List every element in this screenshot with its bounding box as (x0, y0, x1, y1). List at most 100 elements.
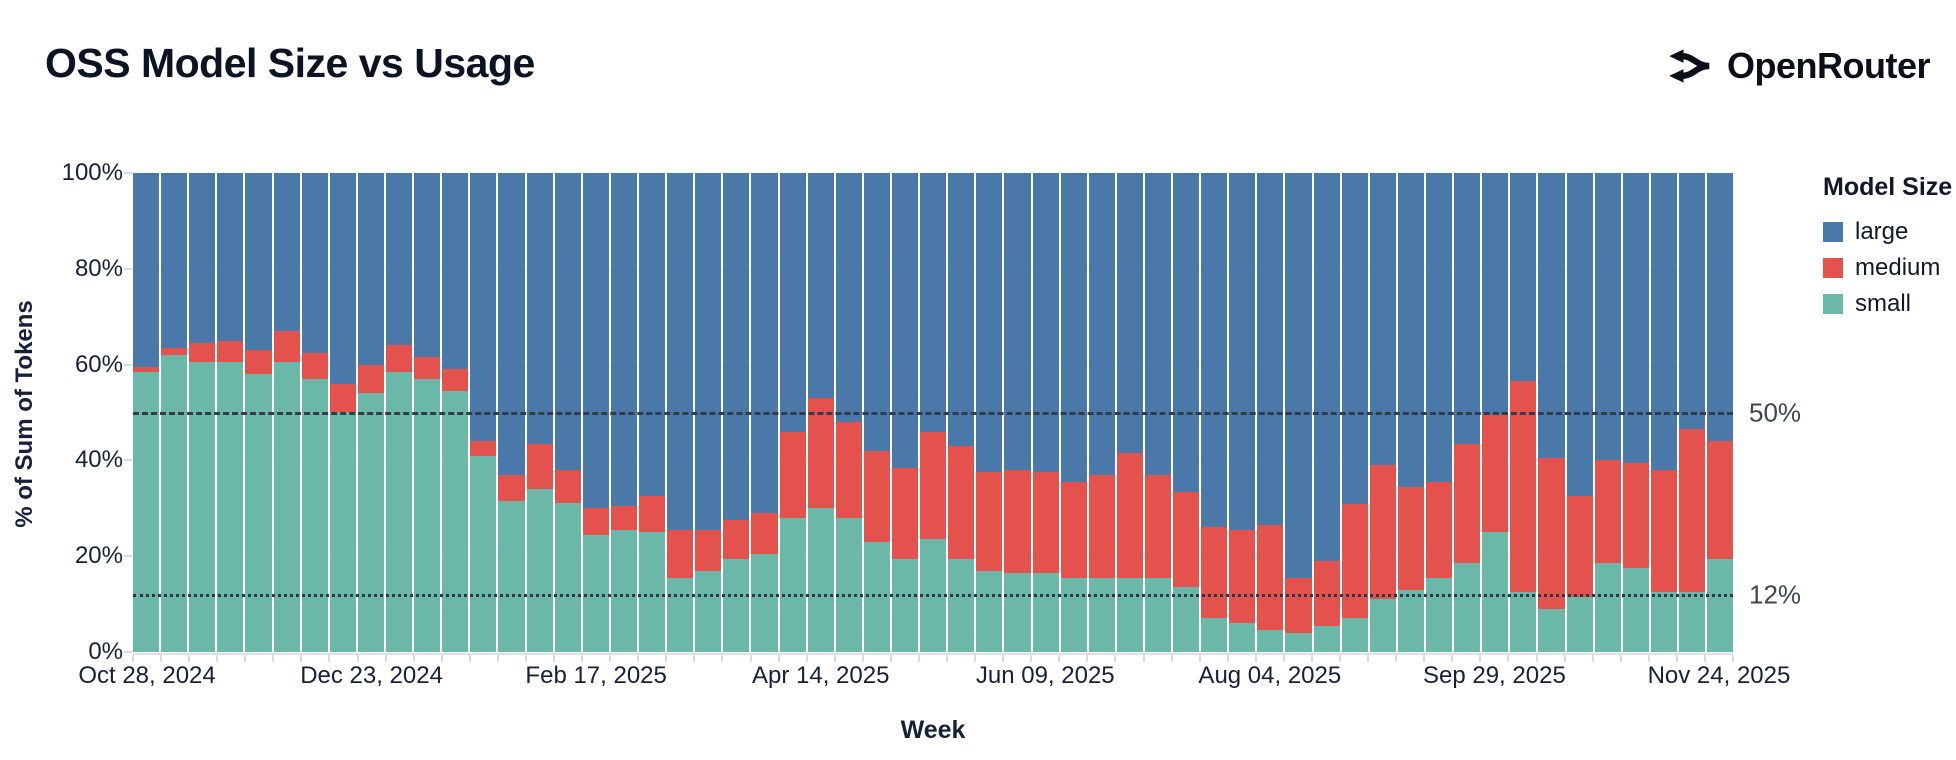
bar[interactable] (498, 173, 525, 652)
bar-segment-large[interactable] (357, 173, 384, 365)
bar-segment-medium[interactable] (357, 364, 384, 394)
bar[interactable] (1341, 173, 1368, 652)
bar-segment-medium[interactable] (1004, 469, 1031, 573)
bar-segment-small[interactable] (1510, 592, 1537, 652)
bar[interactable] (723, 173, 750, 652)
bar-segment-small[interactable] (1538, 608, 1565, 652)
bar-segment-large[interactable] (1650, 173, 1678, 470)
bar-segment-large[interactable] (217, 173, 244, 341)
bar-segment-medium[interactable] (807, 398, 834, 509)
bar-segment-medium[interactable] (667, 529, 694, 578)
bar-segment-large[interactable] (1285, 173, 1312, 578)
bar-segment-large[interactable] (1482, 173, 1509, 415)
bar-segment-large[interactable] (1257, 173, 1284, 526)
bar-segment-small[interactable] (1341, 618, 1368, 652)
bar-segment-large[interactable] (1032, 173, 1059, 473)
bar[interactable] (273, 173, 300, 652)
bar[interactable] (385, 173, 413, 652)
bar[interactable] (1566, 173, 1593, 652)
bar[interactable] (301, 173, 328, 652)
bar[interactable] (414, 173, 441, 652)
bar-segment-large[interactable] (133, 173, 160, 367)
bar-segment-small[interactable] (1060, 577, 1087, 652)
bar-segment-small[interactable] (1285, 632, 1312, 652)
bar-segment-medium[interactable] (414, 357, 441, 379)
bar-segment-small[interactable] (891, 558, 919, 652)
bar-segment-large[interactable] (1426, 173, 1453, 482)
bar[interactable] (948, 173, 975, 652)
bar-segment-small[interactable] (301, 378, 328, 652)
bar-segment-medium[interactable] (1060, 481, 1087, 578)
bar-segment-large[interactable] (723, 173, 750, 521)
bar-segment-small[interactable] (1257, 630, 1284, 652)
bar[interactable] (1173, 173, 1200, 652)
bar-segment-large[interactable] (245, 173, 272, 351)
bar[interactable] (1032, 173, 1059, 652)
bar-segment-medium[interactable] (863, 450, 890, 542)
bar-segment-small[interactable] (414, 378, 441, 652)
bar-segment-medium[interactable] (1650, 469, 1678, 593)
bar[interactable] (161, 173, 188, 652)
bar[interactable] (554, 173, 581, 652)
bar[interactable] (442, 173, 469, 652)
bar-segment-small[interactable] (948, 558, 975, 652)
bar-segment-large[interactable] (1679, 173, 1706, 430)
bar-segment-medium[interactable] (920, 431, 947, 540)
bar-segment-small[interactable] (1032, 572, 1059, 652)
bar-segment-small[interactable] (667, 577, 694, 652)
bar-segment-small[interactable] (1369, 599, 1396, 652)
bar-segment-large[interactable] (948, 173, 975, 447)
bar-segment-medium[interactable] (1482, 414, 1509, 533)
bar-segment-small[interactable] (751, 553, 778, 652)
bar-segment-medium[interactable] (1622, 462, 1649, 569)
bar-segment-medium[interactable] (1116, 453, 1143, 578)
bar-segment-large[interactable] (498, 173, 525, 475)
bar[interactable] (863, 173, 890, 652)
bar-segment-medium[interactable] (751, 513, 778, 554)
bar-segment-small[interactable] (498, 501, 525, 652)
bar-segment-medium[interactable] (695, 529, 722, 571)
bar-segment-medium[interactable] (442, 369, 469, 391)
bar-segment-medium[interactable] (1341, 503, 1368, 619)
bar-segment-medium[interactable] (1144, 474, 1172, 578)
bar-segment-medium[interactable] (610, 505, 637, 530)
bar-segment-medium[interactable] (1679, 429, 1706, 593)
bar-segment-large[interactable] (1341, 173, 1368, 504)
bar-segment-large[interactable] (161, 173, 188, 348)
bar-segment-medium[interactable] (835, 422, 862, 518)
bar-segment-medium[interactable] (1454, 443, 1481, 564)
bar-segment-medium[interactable] (976, 472, 1003, 571)
bar[interactable] (751, 173, 778, 652)
bar-segment-small[interactable] (1454, 563, 1481, 652)
bar-segment-small[interactable] (723, 558, 750, 652)
bar-segment-small[interactable] (1173, 587, 1200, 652)
bar-segment-medium[interactable] (217, 340, 244, 363)
bar[interactable] (470, 173, 497, 652)
bar[interactable] (779, 173, 806, 652)
bar-segment-large[interactable] (751, 173, 778, 514)
bar-segment-medium[interactable] (1538, 458, 1565, 609)
bar[interactable] (807, 173, 834, 652)
openrouter-logo[interactable]: OpenRouter (1667, 44, 1931, 88)
bar[interactable] (610, 173, 637, 652)
bar-segment-large[interactable] (779, 173, 806, 432)
bar-segment-large[interactable] (273, 173, 300, 332)
bar[interactable] (1510, 173, 1537, 652)
bar-segment-medium[interactable] (1285, 577, 1312, 633)
bar-segment-small[interactable] (385, 371, 413, 652)
bar-segment-medium[interactable] (1032, 472, 1059, 573)
bar-segment-medium[interactable] (1397, 486, 1425, 590)
bar-segment-medium[interactable] (554, 469, 581, 504)
bar-segment-large[interactable] (554, 173, 581, 470)
bar-segment-large[interactable] (976, 173, 1003, 473)
bar-segment-large[interactable] (1369, 173, 1396, 466)
bar-segment-small[interactable] (835, 517, 862, 652)
bar[interactable] (1060, 173, 1087, 652)
bar-segment-large[interactable] (1060, 173, 1087, 482)
bar-segment-small[interactable] (1201, 618, 1228, 652)
bar-segment-medium[interactable] (1173, 491, 1200, 588)
bar-segment-small[interactable] (638, 532, 666, 652)
bar-segment-medium[interactable] (273, 331, 300, 363)
bar-segment-small[interactable] (779, 517, 806, 652)
bar-segment-large[interactable] (414, 173, 441, 358)
